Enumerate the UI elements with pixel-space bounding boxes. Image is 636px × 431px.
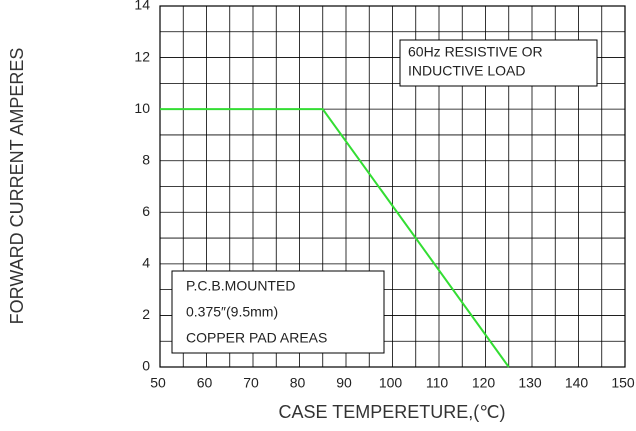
x-tick-label: 70 <box>243 375 259 391</box>
x-tick-label: 50 <box>150 375 166 391</box>
x-tick-label: 110 <box>426 375 449 391</box>
series-line <box>160 108 510 368</box>
annotation: INDUCTIVE LOAD <box>408 63 525 79</box>
x-tick-label: 90 <box>336 375 352 391</box>
annotation-box <box>171 270 385 354</box>
y-tick-label: 0 <box>142 358 150 374</box>
y-tick-label: 2 <box>142 306 150 322</box>
x-tick-label: 80 <box>290 375 306 391</box>
annotation: 60Hz RESISTIVE OR <box>408 44 543 60</box>
annotations: 60Hz RESISTIVE OR INDUCTIVE LOAD P.C.B.M… <box>171 39 598 354</box>
annotation: P.C.B.MOUNTED <box>186 278 295 294</box>
y-axis-label: FORWARD CURRENT AMPERES <box>7 48 27 325</box>
x-tick-label: 120 <box>472 375 496 391</box>
y-tick-label: 8 <box>142 151 150 167</box>
annotation: COPPER PAD AREAS <box>186 330 327 346</box>
plot-frame <box>159 5 626 368</box>
x-axis-label: CASE TEMPERETURE,(℃) <box>279 402 506 422</box>
x-tick-label: 100 <box>379 375 403 391</box>
annotation: 0.375″(9.5mm) <box>186 304 278 320</box>
x-tick-label: 60 <box>197 375 213 391</box>
y-tick-label: 6 <box>142 203 150 219</box>
annotation-box <box>399 39 598 87</box>
x-tick-label: 150 <box>611 375 635 391</box>
y-tick-label: 10 <box>134 100 150 116</box>
y-tick-label: 4 <box>142 255 150 271</box>
x-tick-label: 130 <box>518 375 542 391</box>
y-tick-label: 12 <box>134 48 150 64</box>
y-tick-label: 14 <box>134 0 150 13</box>
x-tick-label: 140 <box>565 375 589 391</box>
